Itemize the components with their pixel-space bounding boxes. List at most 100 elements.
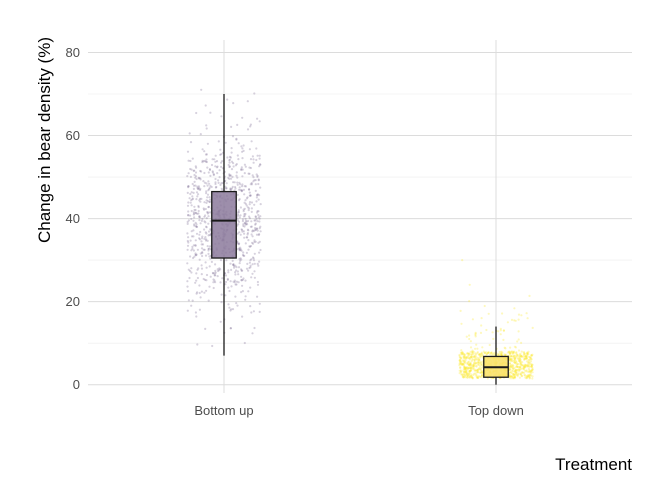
data-point (243, 207, 246, 210)
data-point (230, 147, 233, 150)
data-point (237, 199, 241, 202)
data-point (252, 161, 255, 164)
data-point (195, 177, 198, 181)
data-point (473, 355, 476, 358)
data-point (462, 363, 465, 366)
data-point (224, 283, 227, 286)
data-point (476, 376, 479, 379)
data-point (480, 370, 484, 373)
data-point (473, 362, 476, 365)
data-point (246, 100, 249, 103)
data-point (472, 352, 475, 356)
data-point (473, 358, 476, 361)
data-point (525, 377, 528, 380)
data-point (247, 188, 251, 191)
data-point (241, 218, 244, 221)
data-point (519, 355, 522, 358)
data-point (526, 351, 529, 354)
data-point (462, 355, 465, 358)
data-point (202, 160, 205, 163)
data-point (244, 279, 247, 282)
data-point (194, 225, 198, 228)
data-point (236, 176, 239, 179)
data-point (201, 161, 204, 164)
data-point (472, 364, 475, 367)
data-point (257, 198, 260, 201)
data-point (499, 352, 502, 355)
data-point (519, 360, 522, 363)
data-point (468, 376, 471, 379)
data-point (192, 169, 195, 172)
data-point (478, 359, 481, 362)
data-point (512, 364, 515, 367)
data-point (461, 363, 464, 366)
data-point (201, 254, 204, 258)
data-point (232, 165, 235, 168)
data-point (242, 210, 245, 213)
data-point (240, 249, 243, 252)
data-point (259, 163, 262, 166)
data-point (256, 283, 260, 286)
data-point (199, 296, 202, 299)
data-point (467, 367, 470, 370)
data-point (207, 189, 210, 192)
data-point (520, 355, 523, 358)
data-point (528, 373, 531, 376)
data-point (478, 353, 481, 356)
data-point (208, 255, 211, 258)
data-point (463, 367, 466, 370)
data-point (509, 365, 513, 368)
data-point (474, 369, 477, 372)
data-point (190, 271, 193, 274)
data-point (194, 165, 197, 168)
data-point (525, 352, 529, 355)
data-point (518, 355, 521, 358)
data-point (204, 104, 207, 107)
data-point (203, 215, 206, 218)
data-point (196, 185, 199, 188)
data-point (245, 204, 248, 207)
data-point (212, 281, 215, 284)
data-point (508, 356, 511, 359)
data-point (212, 272, 215, 275)
data-point (198, 215, 201, 219)
data-point (196, 212, 199, 215)
data-point (515, 361, 518, 364)
data-point (187, 290, 190, 293)
data-point (469, 356, 472, 359)
data-point (252, 158, 255, 161)
data-point (241, 147, 244, 150)
y-tick-label: 20 (66, 294, 80, 309)
data-point (205, 279, 208, 282)
data-point (206, 196, 209, 199)
data-point (194, 244, 197, 247)
data-point (236, 123, 239, 126)
data-point (230, 151, 233, 154)
data-point (208, 200, 211, 203)
data-point (200, 197, 203, 200)
data-point (249, 225, 252, 228)
data-point (187, 201, 190, 204)
data-point (218, 269, 221, 272)
data-point (247, 290, 250, 293)
data-point (192, 249, 195, 252)
data-point (240, 275, 243, 278)
data-point (200, 240, 203, 243)
data-point (468, 372, 471, 375)
data-point (237, 273, 240, 276)
data-point (241, 290, 244, 293)
data-point (198, 216, 202, 219)
data-point (530, 365, 533, 368)
data-point (203, 237, 206, 240)
data-point (517, 368, 521, 371)
data-point (524, 364, 528, 367)
data-point (469, 361, 472, 364)
box-plots (211, 93, 509, 385)
data-point (257, 210, 260, 213)
data-point (474, 347, 477, 350)
data-point (237, 219, 240, 222)
data-point (462, 364, 466, 367)
data-point (243, 341, 246, 345)
data-point (470, 376, 474, 379)
data-point (234, 185, 237, 189)
